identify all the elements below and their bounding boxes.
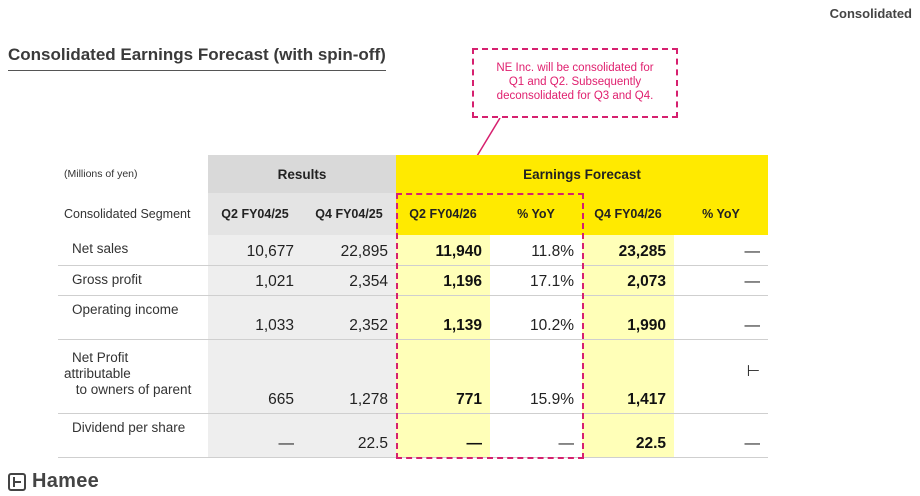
cell-value: 23,285 (582, 235, 674, 266)
row-label: Gross profit (58, 265, 208, 296)
hamee-logo: Hamee (8, 470, 99, 493)
hamee-logo-icon (8, 472, 26, 491)
cell-value: 22.5 (302, 413, 396, 458)
callout-line-2: Q1 and Q2. Subsequently (508, 76, 642, 88)
row-label-line: attributable (64, 365, 131, 381)
earnings-table: (Millions of yen) Results Earnings Forec… (58, 155, 768, 458)
cell-value: — (674, 295, 768, 340)
hamee-logo-text: Hamee (32, 470, 100, 492)
callout-note: NE Inc. will be consolidated for Q1 and … (472, 48, 678, 118)
table-row: Operating income 1,033 2,352 1,139 10.2%… (58, 295, 768, 340)
row-label: Dividend per share (58, 413, 208, 458)
cell-value: 10,677 (208, 235, 302, 266)
col-header: % YoY (674, 193, 768, 235)
segment-label: Consolidated Segment (64, 207, 191, 221)
cell-value: 11,940 (396, 235, 490, 266)
table-row: Gross profit 1,021 2,354 1,196 17.1% 2,0… (58, 265, 768, 296)
cell-value: — (208, 413, 302, 458)
cell-value: ⊢ (674, 339, 768, 414)
cell-value: 2,352 (302, 295, 396, 340)
unit-label: (Millions of yen) (64, 168, 138, 180)
col-header: Q4 FY04/26 (582, 193, 674, 235)
page-title: Consolidated Earnings Forecast (with spi… (8, 45, 386, 71)
row-label-line: Net Profit (72, 349, 129, 365)
row-label: Net sales (58, 235, 208, 266)
cell-value: 1,417 (582, 339, 674, 414)
col-header: % YoY (490, 193, 582, 235)
cell-value: 2,354 (302, 265, 396, 296)
consolidated-tag: Consolidated (829, 6, 912, 21)
row-label-line: to owners of parent (72, 381, 192, 397)
cell-value: 665 (208, 339, 302, 414)
cell-value: — (396, 413, 490, 458)
cell-value: 11.8% (490, 235, 582, 266)
col-header: Q2 FY04/26 (396, 193, 490, 235)
cell-value: 22.5 (582, 413, 674, 458)
cell-value: 1,033 (208, 295, 302, 340)
callout-line-3: deconsolidated for Q3 and Q4. (496, 90, 654, 102)
table-row: Net sales 10,677 22,895 11,940 11.8% 23,… (58, 235, 768, 266)
cell-value: 1,990 (582, 295, 674, 340)
row-label: Operating income (58, 295, 208, 340)
cell-value: 10.2% (490, 295, 582, 340)
cell-value: 771 (396, 339, 490, 414)
cell-value: 1,139 (396, 295, 490, 340)
cell-value: — (674, 265, 768, 296)
cell-value: — (674, 413, 768, 458)
cell-value: — (674, 235, 768, 266)
col-header: Q2 FY04/25 (208, 193, 302, 235)
cell-value: — (490, 413, 582, 458)
results-header: Results (208, 155, 396, 193)
table-row: Net Profit attributable to owners of par… (58, 339, 768, 414)
col-header: Q4 FY04/25 (302, 193, 396, 235)
cell-value: 2,073 (582, 265, 674, 296)
callout-line-1: NE Inc. will be consolidated for (496, 62, 654, 74)
cell-value: 1,196 (396, 265, 490, 296)
cell-value: 15.9% (490, 339, 582, 414)
cell-value: 1,021 (208, 265, 302, 296)
cell-value: 17.1% (490, 265, 582, 296)
row-label: Net Profit attributable to owners of par… (58, 339, 208, 414)
table-row: Dividend per share — 22.5 — — 22.5 — (58, 413, 768, 458)
forecast-header: Earnings Forecast (396, 155, 768, 193)
cell-value: 22,895 (302, 235, 396, 266)
cell-value: 1,278 (302, 339, 396, 414)
